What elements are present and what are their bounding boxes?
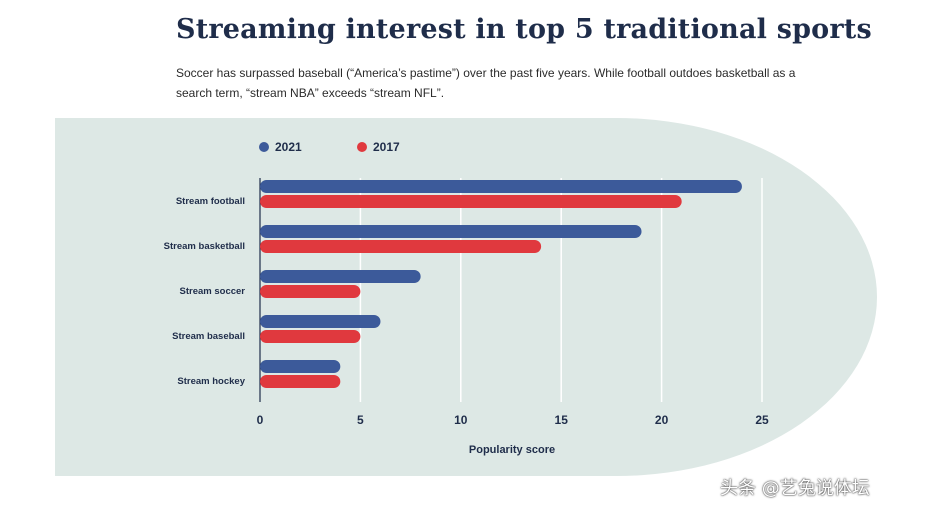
category-label-stream-football: Stream football: [176, 196, 245, 207]
x-tick-label-0: 0: [257, 413, 264, 427]
x-tick-label-5: 5: [357, 413, 364, 427]
x-tick-label-15: 15: [555, 413, 569, 427]
bar-stream-hockey-2021: [260, 360, 341, 373]
bar-stream-soccer-2021: [260, 270, 421, 283]
legend-label-2021: 2021: [275, 140, 302, 154]
category-label-stream-baseball: Stream baseball: [172, 331, 245, 342]
category-label-stream-soccer: Stream soccer: [180, 286, 246, 297]
legend-item-2021: 2021: [259, 140, 302, 154]
legend-dot-2017: [357, 142, 367, 152]
x-tick-label-20: 20: [655, 413, 669, 427]
watermark-text: 头条 @艺兔说体坛: [720, 478, 870, 499]
chart-panel-background: [55, 118, 877, 476]
legend-dot-2021: [259, 142, 269, 152]
bar-stream-soccer-2017: [260, 285, 361, 298]
chart-subtitle: Soccer has surpassed baseball (“America’…: [176, 66, 796, 100]
legend-label-2017: 2017: [373, 140, 400, 154]
bar-stream-football-2021: [260, 180, 742, 193]
bar-stream-basketball-2017: [260, 240, 542, 253]
legend-item-2017: 2017: [357, 140, 400, 154]
category-label-stream-hockey: Stream hockey: [177, 376, 245, 387]
bar-stream-baseball-2017: [260, 330, 361, 343]
bar-stream-football-2017: [260, 195, 682, 208]
x-tick-label-10: 10: [454, 413, 468, 427]
x-axis-title: Popularity score: [469, 444, 555, 456]
x-tick-label-25: 25: [755, 413, 769, 427]
bar-stream-basketball-2021: [260, 225, 642, 238]
bar-stream-baseball-2021: [260, 315, 381, 328]
category-label-stream-basketball: Stream basketball: [164, 241, 245, 252]
chart-title: Streaming interest in top 5 traditional …: [176, 14, 872, 45]
bar-stream-hockey-2017: [260, 375, 341, 388]
